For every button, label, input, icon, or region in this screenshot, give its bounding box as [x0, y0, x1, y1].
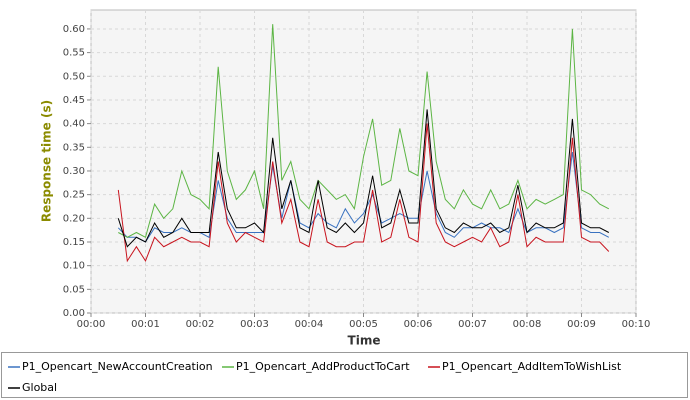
series-line	[117, 123, 610, 263]
x-tick-label: 00:00	[77, 319, 106, 330]
x-tick-label: 00:02	[186, 319, 215, 330]
legend-label: P1_Opencart_AddItemToWishList	[442, 360, 622, 373]
x-tick-label: 00:01	[131, 319, 160, 330]
y-tick-label: 0.00	[63, 308, 85, 319]
y-tick-label: 0.35	[63, 142, 85, 153]
x-tick-label: 00:08	[513, 319, 542, 330]
y-tick-label: 0.20	[63, 213, 85, 224]
y-tick-label: 0.10	[63, 261, 85, 272]
y-tick-label: 0.45	[63, 95, 85, 106]
y-axis-label: Response time (s)	[40, 100, 54, 222]
x-tick-label: 00:09	[567, 319, 596, 330]
x-tick-label: 00:03	[240, 319, 269, 330]
legend-label: P1_Opencart_AddProductToCart	[236, 360, 410, 373]
x-tick-label: 00:10	[622, 319, 651, 330]
y-tick-label: 0.15	[63, 237, 85, 248]
x-tick-label: 00:04	[295, 319, 324, 330]
y-tick-label: 0.25	[63, 190, 85, 201]
x-tick-label: 00:07	[458, 319, 487, 330]
legend-label: P1_Opencart_NewAccountCreation	[22, 360, 213, 373]
y-tick-label: 0.50	[63, 71, 85, 82]
x-tick-label: 00:05	[349, 319, 378, 330]
y-tick-label: 0.55	[63, 48, 85, 59]
y-tick-label: 0.30	[63, 166, 85, 177]
y-tick-label: 0.05	[63, 284, 85, 295]
legend-label: Global	[22, 381, 57, 394]
y-tick-label: 0.60	[63, 24, 85, 35]
x-tick-label: 00:06	[404, 319, 433, 330]
x-axis-label: Time	[348, 334, 381, 348]
y-tick-label: 0.40	[63, 119, 85, 130]
legend	[1, 352, 688, 398]
series-line	[117, 109, 610, 248]
series-line	[118, 24, 610, 239]
